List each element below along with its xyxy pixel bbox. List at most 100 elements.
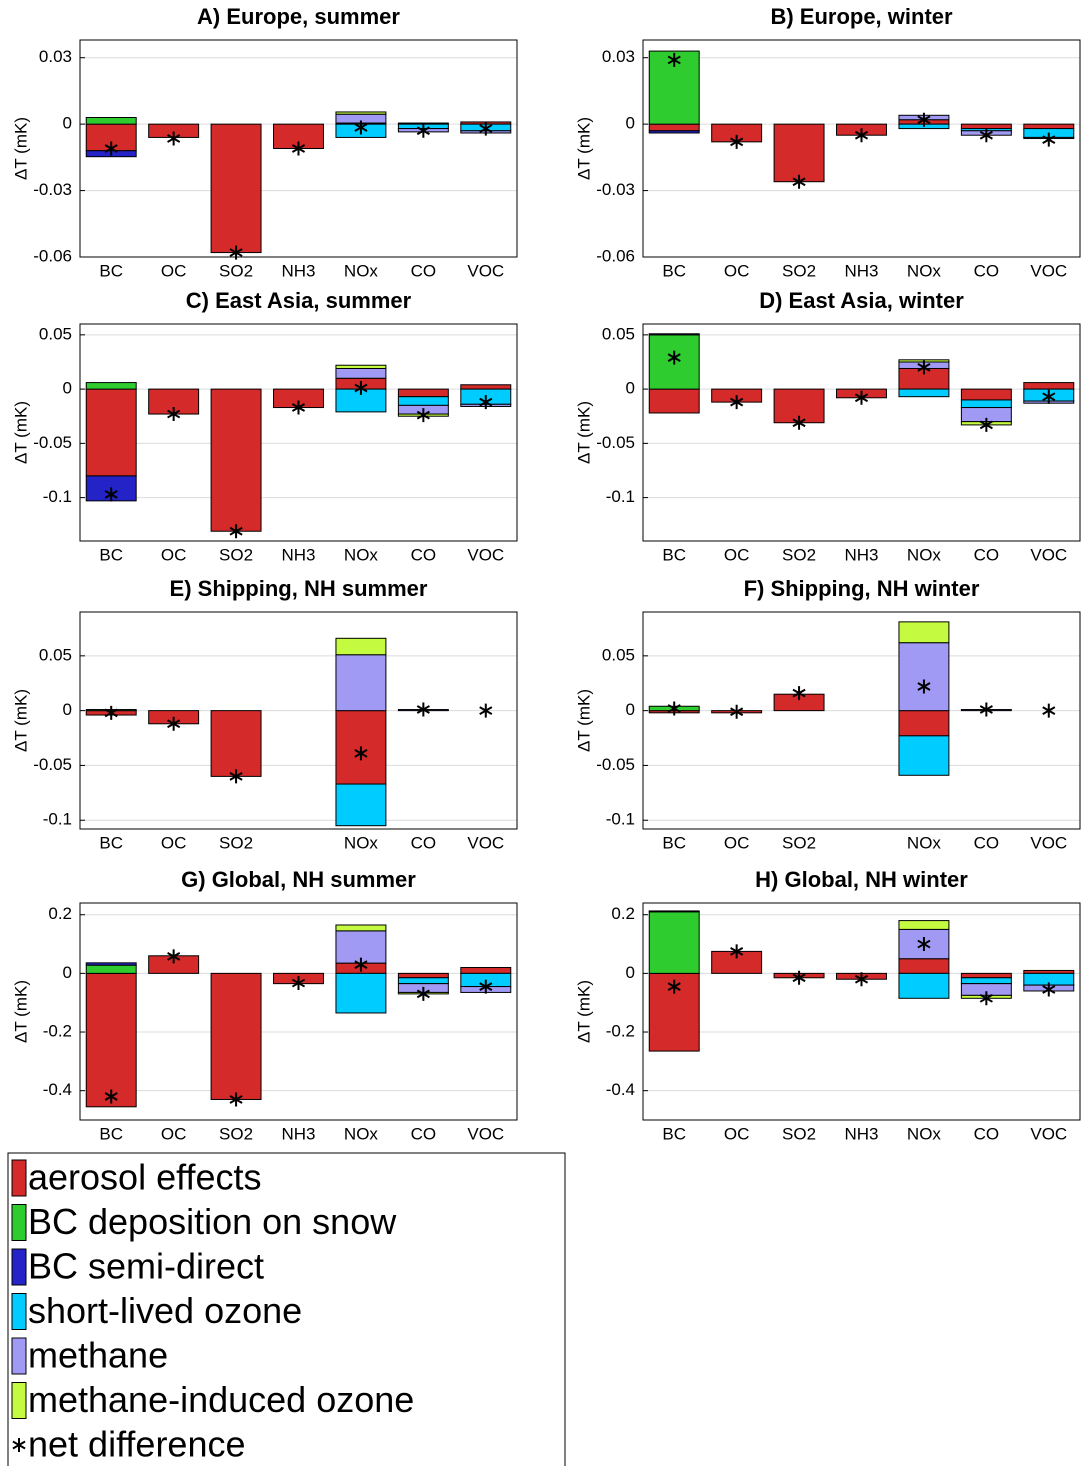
y-tick-label: 0 — [626, 700, 635, 719]
y-tick-label: -0.1 — [606, 810, 635, 829]
net-marker — [730, 944, 744, 959]
net-marker — [917, 679, 931, 694]
chart-title: E) Shipping, NH summer — [170, 576, 428, 601]
x-tick-label: NOx — [344, 545, 379, 564]
net-marker — [917, 112, 931, 127]
chart-title: G) Global, NH summer — [181, 867, 416, 892]
net-marker — [730, 704, 744, 719]
legend-swatch — [11, 1248, 27, 1286]
net-marker — [667, 52, 681, 67]
bar-segment — [648, 910, 700, 913]
bar-segment — [898, 972, 950, 999]
bar-segment — [397, 972, 449, 979]
x-tick-label: NOx — [907, 545, 942, 564]
legend-box — [7, 1152, 566, 1466]
bar-segment — [85, 388, 137, 477]
y-axis-label: ΔT (mK) — [11, 401, 30, 464]
bar-segment — [648, 911, 700, 974]
net-marker — [479, 979, 493, 994]
x-tick-label: BC — [662, 833, 686, 852]
y-tick-label: 0 — [626, 114, 635, 133]
y-axis-label: ΔT (mK) — [11, 689, 30, 752]
net-marker — [416, 702, 430, 717]
x-tick-label: BC — [662, 545, 686, 564]
net-marker — [104, 141, 118, 156]
y-tick-label: -0.2 — [43, 1022, 72, 1041]
net-marker — [667, 350, 681, 365]
x-tick-label: NH3 — [844, 261, 878, 280]
x-tick-label: BC — [662, 1124, 686, 1143]
y-tick-label: -0.05 — [596, 755, 635, 774]
x-tick-label: SO2 — [219, 833, 253, 852]
y-axis-label: ΔT (mK) — [574, 401, 593, 464]
y-axis-label: ΔT (mK) — [574, 980, 593, 1043]
x-tick-label: OC — [724, 833, 750, 852]
legend-swatch — [11, 1204, 27, 1241]
x-tick-label: VOC — [1030, 833, 1067, 852]
net-marker — [667, 701, 681, 716]
x-tick-label: NOx — [907, 1124, 942, 1143]
y-tick-label: -0.05 — [33, 433, 72, 452]
y-tick-label: 0.03 — [39, 47, 72, 66]
net-marker — [291, 400, 306, 415]
net-marker — [792, 415, 806, 430]
net-marker — [792, 970, 806, 985]
y-axis-label: ΔT (mK) — [574, 117, 593, 180]
y-axis-label: ΔT (mK) — [11, 117, 30, 180]
x-tick-label: OC — [724, 1124, 750, 1143]
bar-segment — [460, 384, 512, 390]
y-tick-label: -0.4 — [606, 1080, 635, 1099]
y-tick-label: 0.05 — [602, 645, 635, 664]
axes-box — [642, 902, 1081, 1121]
x-tick-label: NH3 — [844, 1124, 878, 1143]
y-tick-label: -0.2 — [606, 1022, 635, 1041]
bar-segment — [898, 621, 950, 644]
net-marker — [1042, 703, 1056, 718]
x-tick-label: CO — [974, 1124, 1000, 1143]
bar-segment — [85, 964, 137, 974]
x-tick-label: BC — [99, 545, 123, 564]
y-tick-label: -0.1 — [43, 487, 72, 506]
y-tick-label: 0 — [63, 114, 72, 133]
axes-box — [79, 902, 518, 1121]
x-tick-label: BC — [99, 261, 123, 280]
net-marker — [229, 769, 243, 784]
y-tick-label: 0 — [626, 963, 635, 982]
net-marker — [354, 957, 368, 972]
bar-segment — [335, 111, 387, 115]
net-marker — [416, 986, 430, 1001]
x-tick-label: NH3 — [281, 261, 315, 280]
x-tick-label: NOx — [344, 1124, 379, 1143]
y-tick-label: 0 — [63, 963, 72, 982]
bar-segment — [960, 388, 1012, 401]
bar-segment — [898, 735, 950, 776]
net-marker — [479, 121, 493, 136]
bar-segment — [335, 364, 387, 369]
net-marker — [979, 417, 993, 432]
bar-segment — [898, 958, 950, 974]
bar-segment — [648, 130, 700, 134]
net-marker — [291, 141, 306, 156]
bar-segment — [648, 333, 700, 336]
net-marker — [917, 360, 931, 375]
x-tick-label: CO — [974, 261, 1000, 280]
net-marker — [104, 705, 118, 720]
net-marker — [730, 395, 744, 410]
x-tick-label: OC — [724, 545, 750, 564]
net-marker — [730, 134, 744, 149]
net-marker — [104, 1089, 118, 1104]
y-axis-label: ΔT (mK) — [574, 689, 593, 752]
legend-label: methane-induced ozone — [28, 1379, 414, 1420]
x-tick-label: CO — [411, 1124, 437, 1143]
x-tick-label: VOC — [1030, 545, 1067, 564]
net-marker — [416, 123, 430, 138]
net-marker — [917, 937, 931, 952]
bar-segment — [397, 396, 449, 406]
x-tick-label: BC — [99, 1124, 123, 1143]
x-tick-label: VOC — [1030, 1124, 1067, 1143]
net-marker — [354, 120, 368, 135]
y-tick-label: -0.4 — [43, 1080, 72, 1099]
x-tick-label: BC — [662, 261, 686, 280]
y-tick-label: 0 — [63, 379, 72, 398]
